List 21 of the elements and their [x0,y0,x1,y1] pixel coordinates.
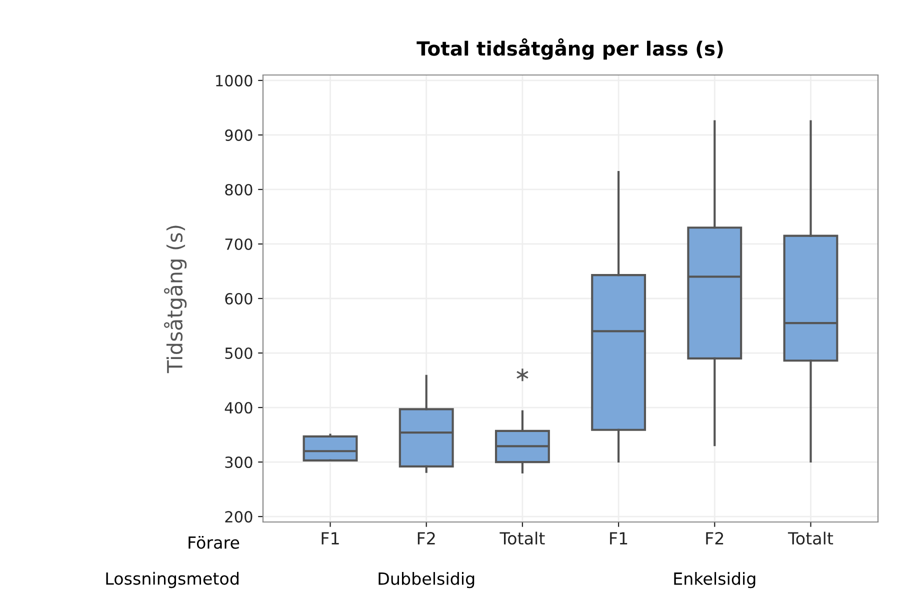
text: Dubbelsidig [378,572,474,588]
text: Enkelsidig [674,572,756,588]
x-tick-label: Totalt [500,532,545,545]
chart-title: Total tidsåtgång per lass (s) [416,38,723,60]
x-tick-label: Totalt [788,532,834,545]
y-tick-label: 800 [225,184,252,196]
y-tick-label: 400 [224,402,252,414]
y-tick-label: 900 [225,129,252,141]
y-tick-label: 300 [225,456,252,468]
x-tick-label: F2 [418,532,435,544]
y-axis-title: Tidsåtgång (s) [164,226,187,374]
x-tick-label: F2 [706,532,724,544]
text: Förare [188,536,240,549]
y-tick-label: 1000 [216,74,252,86]
y-tick-label: 200 [225,511,252,523]
y-tick-label: 700 [225,238,252,250]
text: Lossningsmetod [106,572,238,588]
y-tick-label: 500 [225,347,252,360]
y-tick-label: 600 [225,292,252,305]
x-tick-label: F1 [322,532,339,544]
x-tick-label: F1 [610,532,628,544]
